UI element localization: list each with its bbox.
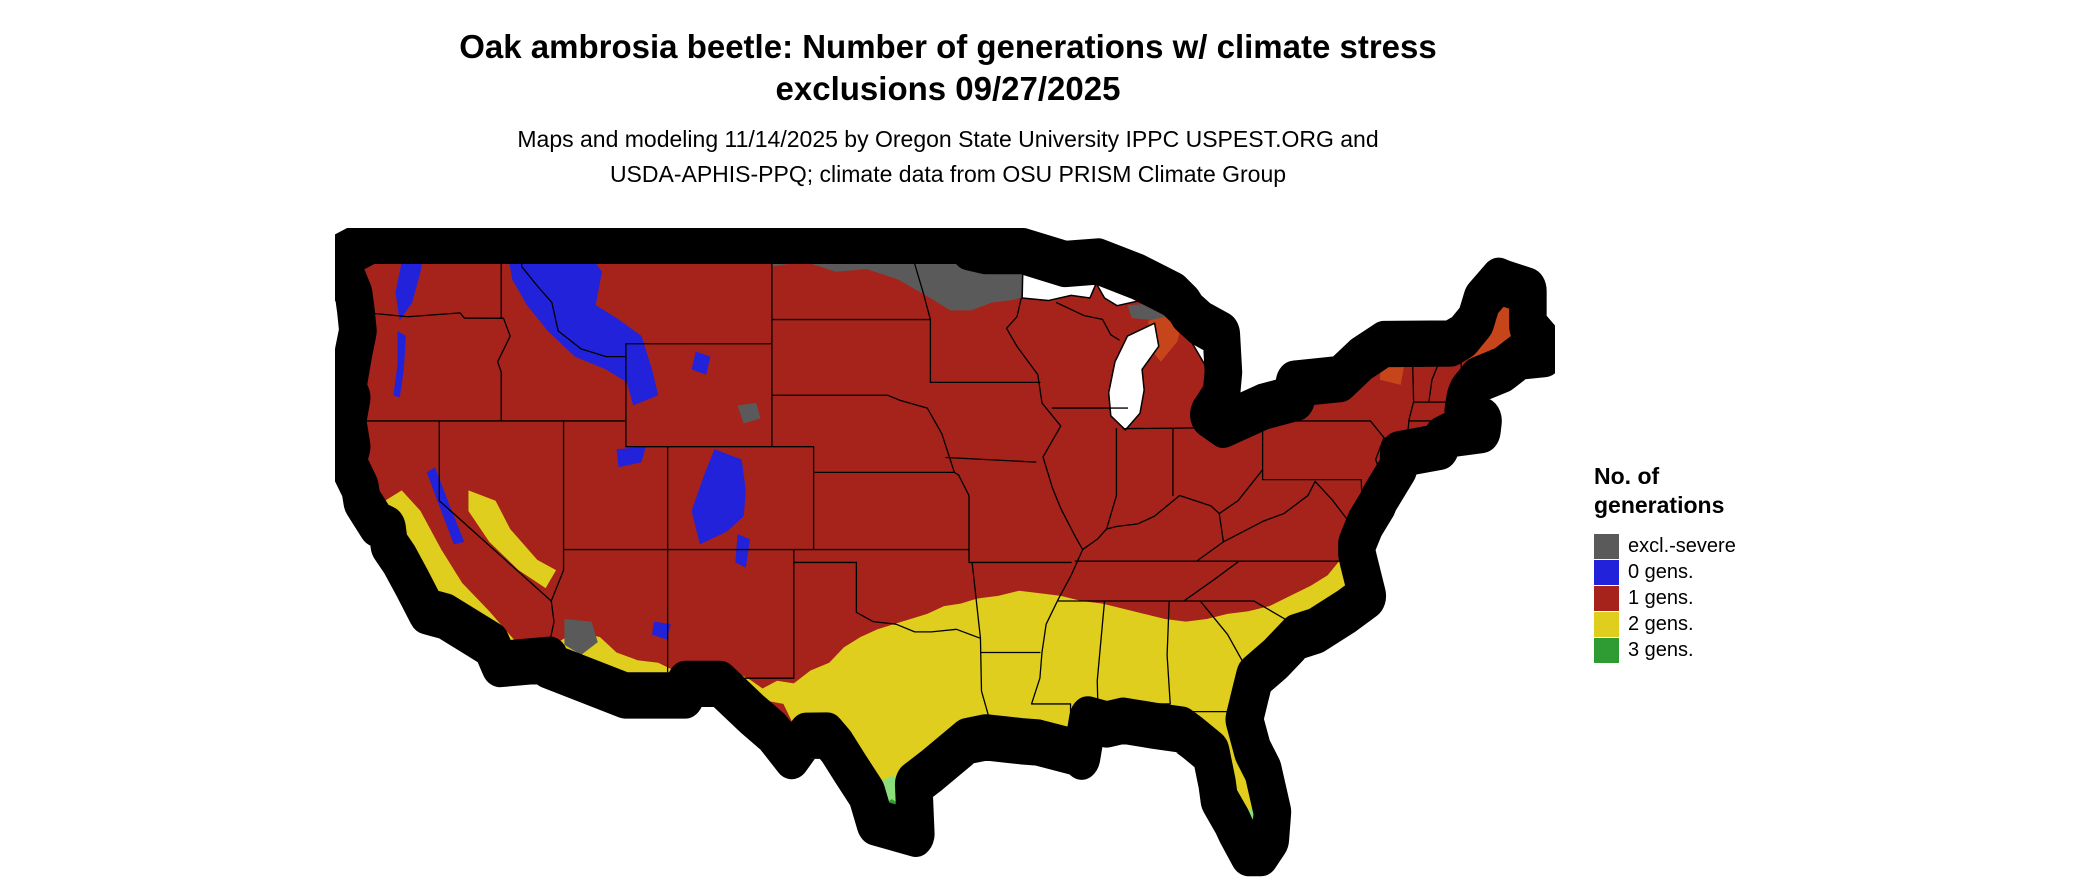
region-0gens-uinta-wasatch bbox=[616, 446, 646, 468]
legend-swatch-excl-severe bbox=[1594, 533, 1619, 559]
legend-title-line-2: generations bbox=[1594, 491, 1725, 518]
region-0gens-colorado-rockies bbox=[691, 449, 746, 545]
region-excl-wyoming bbox=[737, 402, 761, 424]
legend-swatch-2-gens bbox=[1594, 611, 1619, 637]
legend-title-line-1: No. of bbox=[1594, 463, 1660, 489]
legend-swatch-1-gens bbox=[1594, 585, 1619, 611]
legend-label: 0 gens. bbox=[1628, 560, 1694, 583]
region-0gens-white-mountains-az bbox=[651, 621, 671, 640]
legend-label: 2 gens. bbox=[1628, 612, 1694, 635]
legend-item-excl-severe: excl.-severe bbox=[1594, 533, 1736, 559]
legend-swatch-0-gens bbox=[1594, 559, 1619, 585]
state-borders bbox=[349, 241, 1467, 738]
legend-label: 3 gens. bbox=[1628, 638, 1694, 661]
legend-title: No. of generations bbox=[1594, 462, 1736, 520]
lake-michigan bbox=[1109, 323, 1159, 430]
legend-item-2-gens: 2 gens. bbox=[1594, 611, 1736, 637]
region-2gens-nevada bbox=[468, 490, 557, 589]
legend-item-3-gens: 3 gens. bbox=[1594, 637, 1736, 663]
legend-item-0-gens: 0 gens. bbox=[1594, 559, 1736, 585]
map-subtitle: Maps and modeling 11/14/2025 by Oregon S… bbox=[0, 122, 1896, 191]
legend-items: excl.-severe 0 gens. 1 gens. 2 gens. 3 g… bbox=[1594, 533, 1736, 663]
title-line-1: Oak ambrosia beetle: Number of generatio… bbox=[459, 28, 1437, 65]
legend-label: 1 gens. bbox=[1628, 586, 1694, 609]
legend-label: excl.-severe bbox=[1628, 534, 1736, 557]
map-legend: No. of generations excl.-severe 0 gens. … bbox=[1594, 462, 1736, 664]
region-2gens-california bbox=[372, 490, 546, 666]
region-0gens-oregon-cascades bbox=[393, 330, 406, 398]
title-line-2: exclusions 09/27/2025 bbox=[775, 70, 1121, 108]
region-excl-arizona bbox=[564, 619, 598, 656]
subtitle-line-2: USDA-APHIS-PPQ; climate data from OSU PR… bbox=[609, 160, 1287, 187]
region-0gens-bighorn bbox=[691, 351, 711, 375]
page-title: Oak ambrosia beetle: Number of generatio… bbox=[0, 26, 1896, 110]
region-0gens-sangre-de-cristo bbox=[735, 534, 751, 568]
us-generations-map bbox=[335, 228, 1555, 884]
legend-item-1-gens: 1 gens. bbox=[1594, 585, 1736, 611]
subtitle-line-1: Maps and modeling 11/14/2025 by Oregon S… bbox=[517, 126, 1379, 152]
legend-swatch-3-gens bbox=[1594, 637, 1619, 663]
us-map-container bbox=[335, 228, 1555, 884]
region-0gens-northern-rockies bbox=[506, 243, 659, 406]
